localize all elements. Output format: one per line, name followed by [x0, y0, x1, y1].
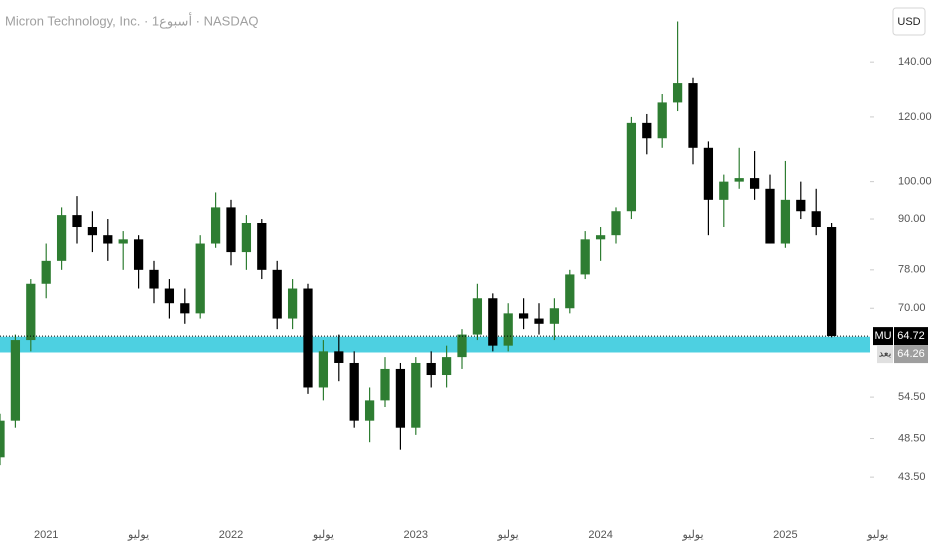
x-tick-label: 2021 [34, 529, 58, 541]
candle-body [826, 227, 837, 337]
y-tick-label: 48.50 [898, 432, 926, 444]
candle-body [103, 235, 113, 244]
symbol-label: MU [874, 330, 891, 342]
y-tick-label: 70.00 [898, 302, 926, 314]
candle-body [72, 215, 82, 228]
candle-body [210, 207, 221, 244]
symbol-tag [873, 327, 893, 346]
x-tick-label: 2025 [773, 529, 797, 541]
candle-body [195, 243, 205, 314]
chart-title: Micron Technology, Inc. · 1أسبوع · NASDA… [5, 12, 259, 29]
candle-body [118, 239, 128, 244]
candle-body [580, 239, 590, 275]
candle-body [395, 368, 406, 428]
candle-body [411, 362, 421, 428]
candle-body [380, 368, 390, 401]
candle-body [734, 178, 744, 182]
candle-body [472, 298, 483, 335]
currency-label[interactable]: USD [897, 16, 920, 28]
x-tick-label: 2024 [588, 529, 612, 541]
candle-body [149, 269, 159, 289]
candle-body [719, 181, 729, 200]
candle-body [133, 239, 144, 270]
candle-body [164, 288, 175, 304]
candle-body [318, 351, 329, 388]
candle-body [518, 313, 529, 319]
candle-body [488, 298, 498, 346]
candle-body [611, 211, 621, 236]
candle-body [549, 308, 560, 324]
x-tick-label: يوليو [312, 529, 334, 541]
candle-body [349, 362, 359, 421]
x-tick-label: 2023 [404, 529, 428, 541]
post-price-tag [894, 345, 928, 364]
candle-body [287, 288, 298, 319]
candle-body [703, 147, 714, 200]
y-tick-label: 78.00 [898, 264, 926, 276]
price-tag [894, 327, 928, 346]
candle-body [272, 269, 282, 319]
y-tick-label: 90.00 [898, 213, 926, 225]
candle-body [657, 102, 667, 139]
zone [0, 336, 870, 353]
x-tick-label: يوليو [497, 529, 519, 541]
currency-button[interactable] [892, 7, 926, 36]
x-tick-label: يوليو [127, 529, 149, 541]
candle-body [565, 274, 575, 309]
candle-body [0, 420, 5, 458]
candle-body [257, 223, 267, 270]
candle-body [796, 199, 806, 212]
y-tick-label: 100.00 [898, 176, 932, 188]
candle-body [626, 122, 637, 212]
candle-body [503, 313, 513, 346]
candle-body [441, 357, 452, 376]
y-tick-label: 43.50 [898, 471, 926, 483]
y-tick-label: 54.50 [898, 391, 926, 403]
candle-body [642, 122, 652, 139]
x-tick-label: يوليو [866, 529, 888, 541]
candle-body [688, 83, 698, 148]
candle-body [10, 340, 21, 421]
price-label: 64.72 [897, 330, 925, 342]
candle-body [87, 227, 98, 236]
candle-body [765, 188, 775, 244]
candle-body [595, 235, 606, 240]
candle-body [26, 283, 36, 341]
post-tag-label: بعد [879, 349, 892, 360]
plot-area [0, 21, 870, 466]
candle-body [780, 199, 791, 244]
candle-body [364, 400, 375, 421]
candle-body [303, 288, 313, 388]
candle-body [457, 334, 467, 358]
candle-body [811, 211, 821, 228]
post-tag [877, 345, 893, 364]
x-tick-label: 2022 [219, 529, 243, 541]
candle-body [56, 215, 67, 261]
candle-body [672, 83, 683, 103]
candle-body [241, 223, 252, 253]
candle-body [426, 362, 436, 376]
x-tick-label: يوليو [681, 529, 703, 541]
candle-body [749, 178, 760, 189]
candle-body [334, 351, 344, 363]
y-tick-label: 140.00 [898, 56, 932, 68]
candle-body [41, 260, 51, 284]
post-price-label: 64.26 [897, 348, 925, 360]
y-tick-label: 120.00 [898, 111, 932, 123]
candle-body [226, 207, 236, 253]
candle-body [180, 303, 190, 314]
candle-body [534, 318, 544, 324]
